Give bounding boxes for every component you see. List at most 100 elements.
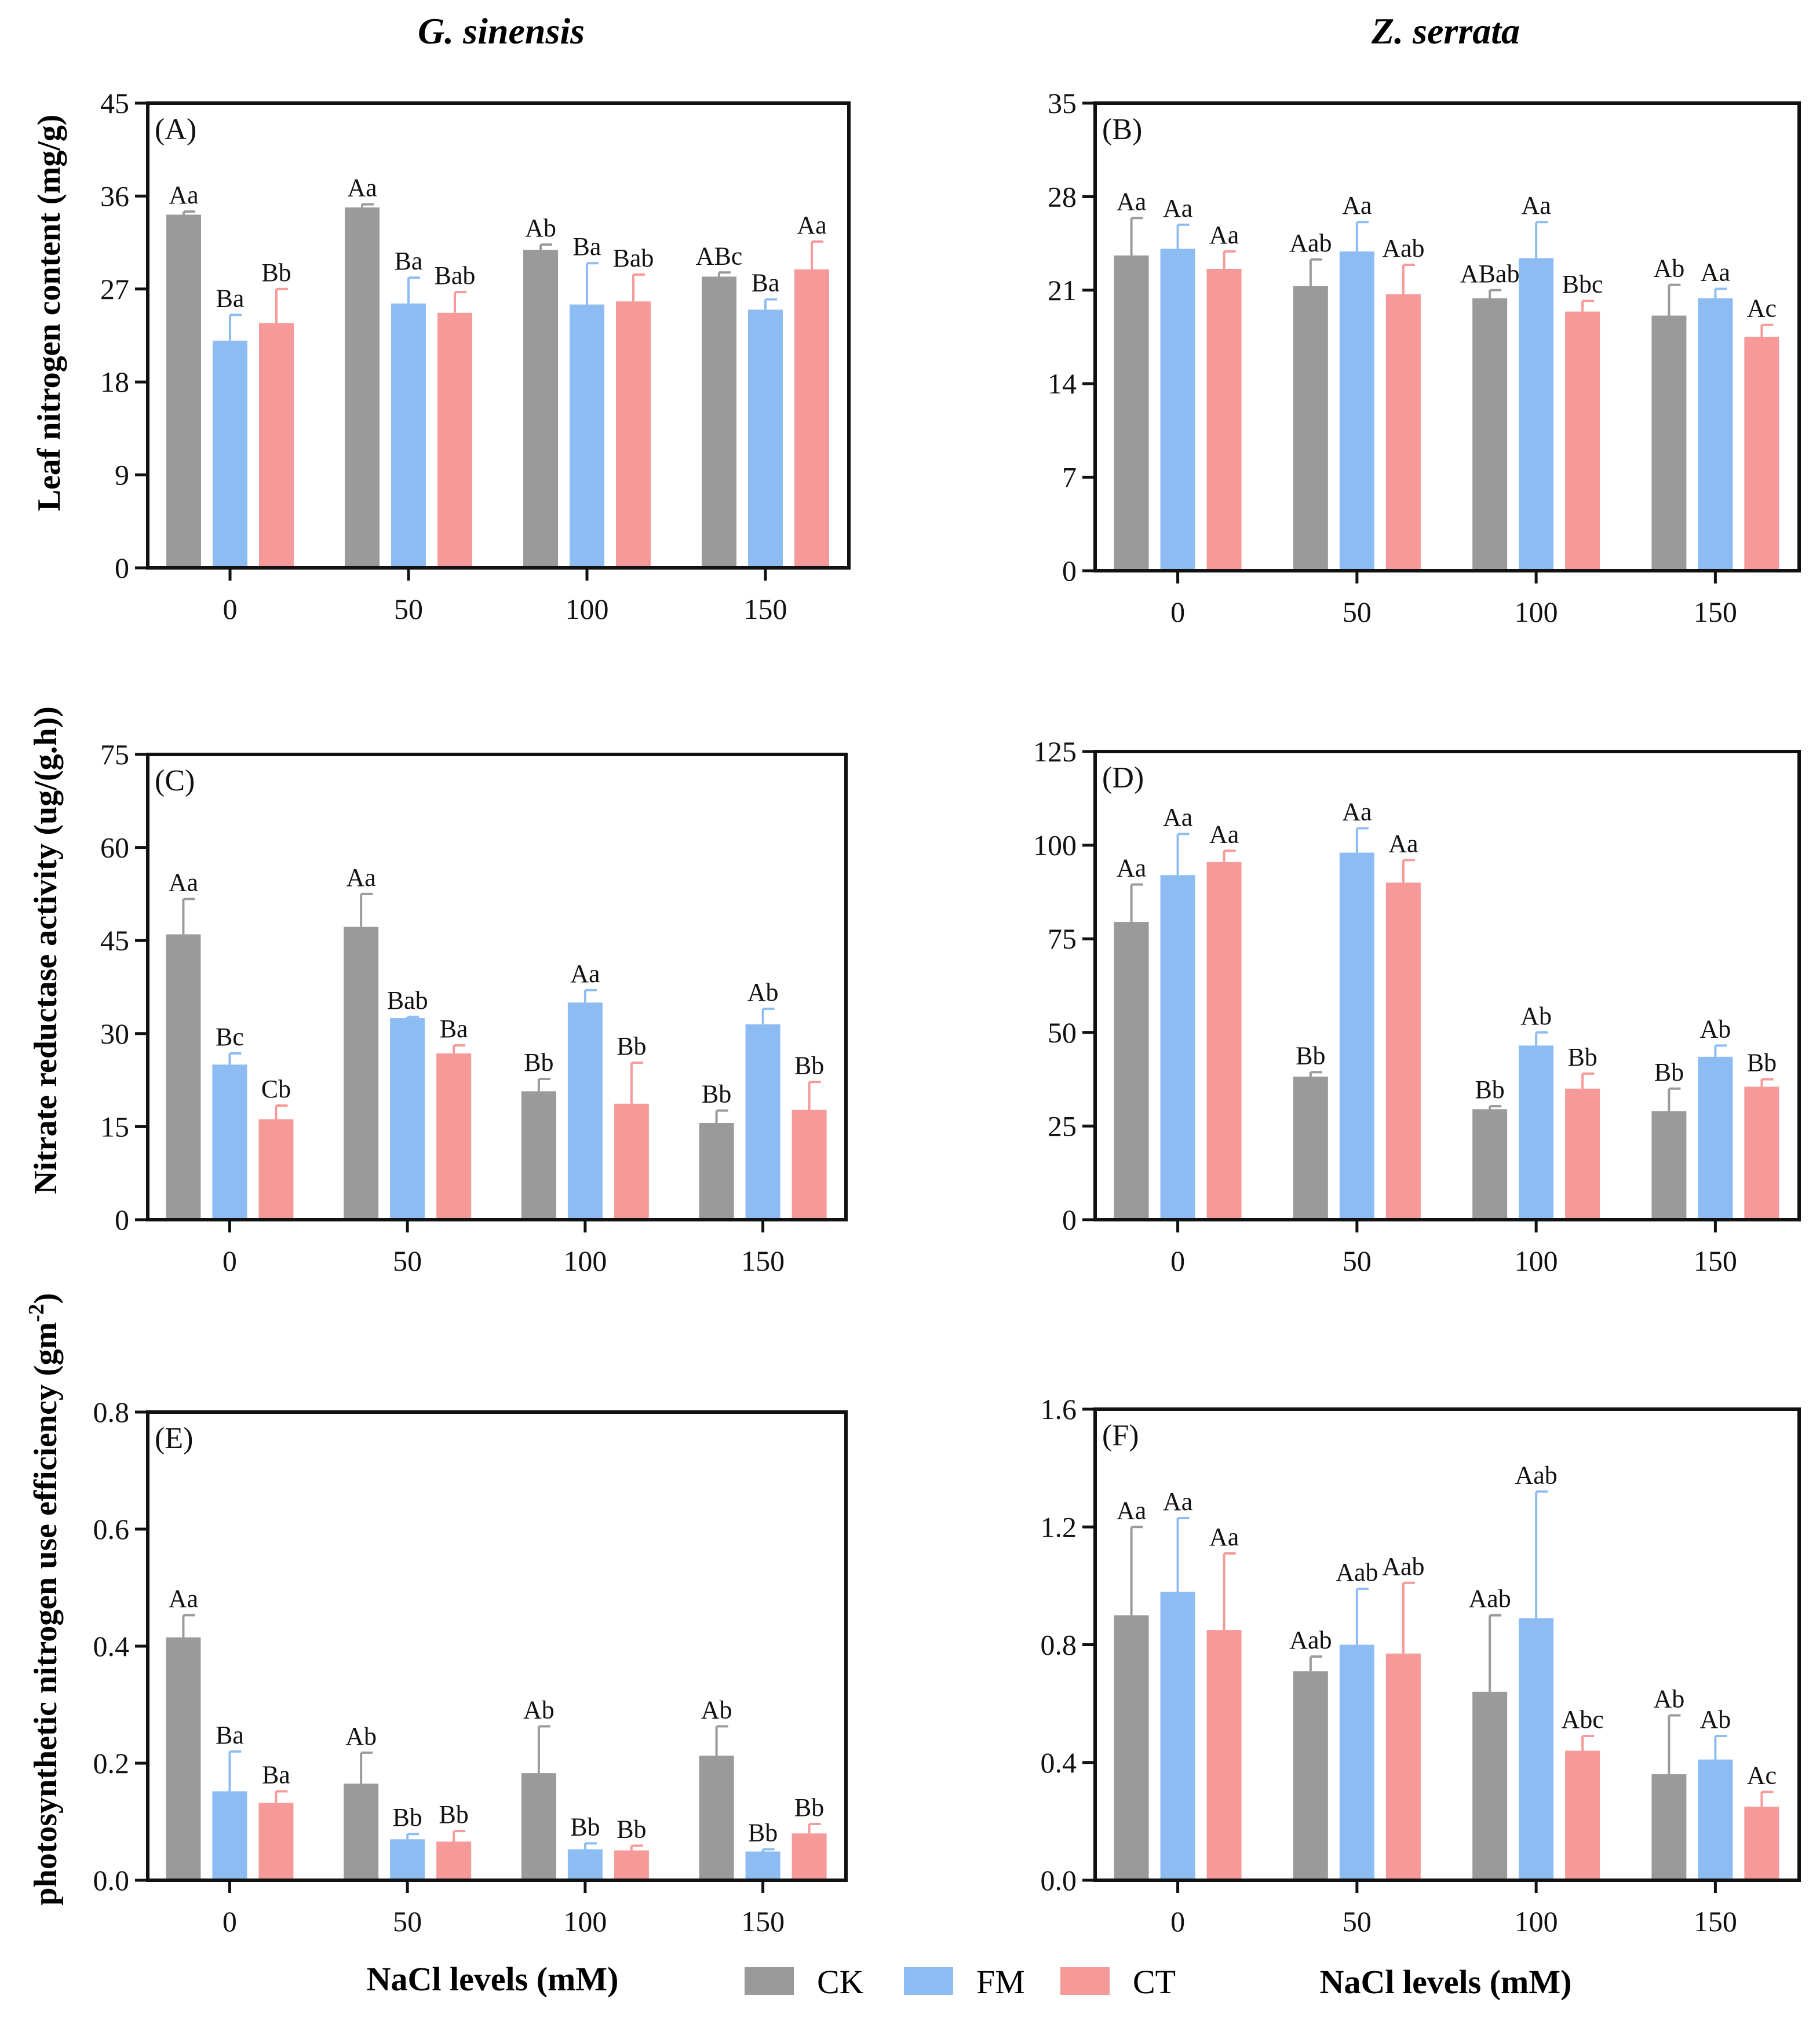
sig-label-c-ck-150: Bb — [702, 1080, 731, 1108]
x-tick-label-f-100: 100 — [1515, 1905, 1558, 1938]
bar-c-fm-100 — [567, 1002, 603, 1220]
bar-b-fm-100 — [1519, 258, 1554, 571]
x-tick-label-b-50: 50 — [1343, 596, 1372, 628]
legend-swatch-ct — [1060, 1967, 1110, 1995]
bar-c-fm-150 — [745, 1024, 780, 1220]
bar-c-ct-0 — [258, 1119, 294, 1220]
bar-f-ct-0 — [1206, 1630, 1242, 1880]
sig-label-d-ct-100: Bb — [1567, 1043, 1597, 1071]
bar-e-ct-150 — [792, 1833, 827, 1880]
bar-c-fm-0 — [212, 1064, 247, 1220]
y-tick-label-e-0.0: 0.0 — [93, 1864, 130, 1896]
y-tick-label-e-0.2: 0.2 — [93, 1747, 130, 1779]
sig-label-f-fm-0: Aa — [1163, 1487, 1192, 1516]
bar-e-ck-50 — [344, 1783, 379, 1880]
x-tick-label-d-0: 0 — [1170, 1245, 1185, 1277]
x-tick-label-e-100: 100 — [563, 1905, 607, 1938]
bar-d-ct-0 — [1206, 862, 1242, 1220]
sig-label-d-fm-100: Ab — [1520, 1002, 1552, 1030]
x-tick-label-c-0: 0 — [223, 1245, 237, 1277]
sig-label-e-fm-0: Ba — [216, 1721, 244, 1749]
column-title-left: G. sinensis — [418, 10, 585, 52]
sig-label-a-ck-100: Ab — [525, 214, 556, 242]
sig-label-a-fm-150: Ba — [752, 269, 780, 297]
bar-a-fm-100 — [570, 304, 604, 568]
x-tick-label-d-50: 50 — [1343, 1245, 1372, 1277]
y-tick-label-a-9: 9 — [115, 459, 129, 491]
bar-d-ck-50 — [1293, 1077, 1328, 1220]
sig-label-c-fm-50: Bab — [387, 986, 428, 1015]
bar-f-ck-0 — [1114, 1615, 1149, 1880]
x-tick-label-a-50: 50 — [394, 593, 423, 625]
bar-e-ct-100 — [614, 1850, 649, 1880]
bar-c-ck-0 — [166, 934, 201, 1220]
bar-a-ct-0 — [259, 323, 294, 568]
bar-f-fm-0 — [1160, 1592, 1195, 1880]
bar-f-ct-50 — [1385, 1653, 1421, 1880]
sig-label-f-fm-50: Aab — [1336, 1558, 1378, 1586]
bar-c-ck-50 — [344, 927, 379, 1220]
sig-label-a-ct-150: Aa — [797, 211, 826, 239]
sig-label-c-ct-50: Ba — [440, 1015, 468, 1043]
y-tick-label-d-0: 0 — [1062, 1203, 1077, 1236]
bar-a-fm-0 — [213, 340, 247, 568]
bar-b-ck-150 — [1651, 315, 1687, 571]
bar-e-fm-100 — [567, 1849, 603, 1880]
bar-e-ct-50 — [436, 1841, 472, 1880]
sig-label-d-ct-0: Aa — [1209, 820, 1239, 848]
sig-label-e-ck-100: Ab — [523, 1695, 555, 1724]
legend-label-ct: CT — [1133, 1963, 1176, 2001]
sig-label-f-ck-150: Ab — [1654, 1684, 1685, 1713]
sig-label-e-ct-150: Bb — [794, 1793, 824, 1822]
y-tick-label-d-25: 25 — [1048, 1110, 1077, 1142]
x-tick-label-b-0: 0 — [1170, 596, 1185, 628]
panel-label-a: (A) — [155, 113, 196, 146]
bar-a-fm-50 — [391, 303, 426, 568]
sig-label-c-fm-150: Ab — [747, 978, 779, 1006]
bar-b-ck-0 — [1114, 255, 1149, 571]
x-axis-label-right: NaCl levels (mM) — [1320, 1963, 1572, 2001]
y-axis-label-leaf-nitrogen: Leaf nitrogen content (mg/g) — [31, 115, 67, 512]
sig-label-d-fm-0: Aa — [1163, 803, 1192, 831]
bar-e-ck-0 — [166, 1637, 201, 1880]
y-tick-label-c-0: 0 — [115, 1203, 129, 1236]
sig-label-a-ck-50: Aa — [347, 174, 377, 202]
sig-label-e-ck-0: Aa — [169, 1584, 198, 1613]
x-tick-label-f-150: 150 — [1694, 1905, 1737, 1938]
y-tick-label-f-0.4: 0.4 — [1041, 1746, 1077, 1779]
x-tick-label-b-150: 150 — [1694, 596, 1737, 628]
legend: CK FM CT — [745, 1963, 1176, 2001]
sig-label-f-fm-150: Ab — [1700, 1705, 1731, 1734]
sig-label-e-ct-50: Bb — [439, 1800, 468, 1829]
x-tick-label-a-100: 100 — [566, 593, 609, 625]
panel-label-f: (F) — [1102, 1419, 1139, 1452]
bar-e-fm-50 — [390, 1839, 425, 1880]
bar-d-fm-50 — [1339, 852, 1374, 1220]
bar-b-fm-50 — [1339, 251, 1374, 571]
sig-label-d-ck-50: Bb — [1296, 1041, 1325, 1070]
sig-label-b-fm-150: Aa — [1701, 258, 1730, 286]
sig-label-c-fm-100: Aa — [570, 960, 600, 988]
x-axis-label-left: NaCl levels (mM) — [367, 1960, 619, 1998]
x-tick-label-c-150: 150 — [741, 1245, 785, 1277]
bar-f-ct-150 — [1744, 1806, 1779, 1880]
sig-label-e-ck-150: Ab — [701, 1695, 732, 1724]
sig-label-a-fm-50: Ba — [395, 247, 423, 275]
bar-b-ct-50 — [1385, 294, 1421, 571]
y-tick-label-f-0.0: 0.0 — [1041, 1864, 1077, 1896]
sig-label-b-ck-0: Aa — [1117, 187, 1146, 216]
y-tick-label-c-60: 60 — [100, 831, 129, 864]
bar-d-ct-50 — [1385, 882, 1421, 1220]
bar-d-ck-0 — [1114, 922, 1149, 1220]
sig-label-d-ct-50: Aa — [1388, 829, 1418, 858]
y-tick-label-b-21: 21 — [1048, 274, 1077, 307]
panel-d: Aa Aa Aa 0 Bb Aa Aa 50 Bb Ab Bb 100 Bb Ab Bb 150 0 25 50 75… — [1033, 735, 1801, 1277]
y-tick-label-b-14: 14 — [1048, 367, 1077, 400]
y-tick-label-f-0.8: 0.8 — [1041, 1629, 1077, 1661]
bar-d-fm-0 — [1160, 875, 1195, 1220]
y-tick-label-a-27: 27 — [100, 273, 129, 305]
x-tick-label-c-100: 100 — [563, 1245, 607, 1277]
bar-c-ck-100 — [521, 1091, 556, 1220]
legend-label-fm: FM — [976, 1963, 1025, 2001]
